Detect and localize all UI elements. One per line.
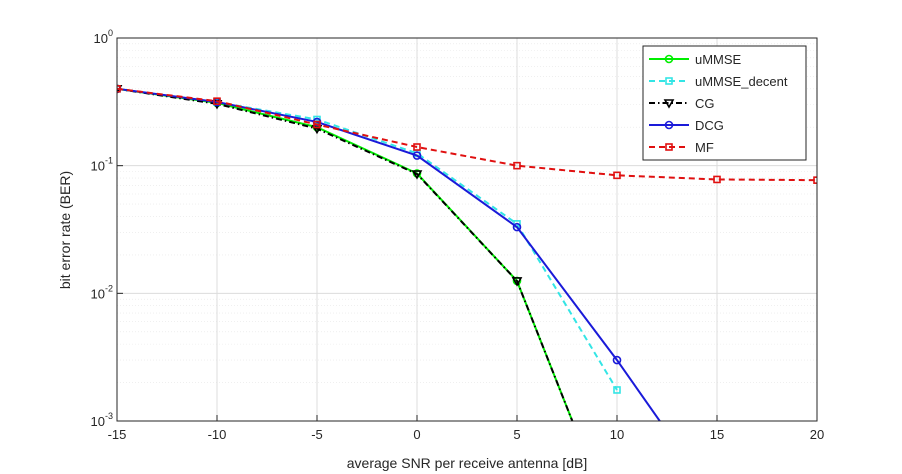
marker [665, 143, 673, 151]
marker [613, 171, 621, 180]
marker [511, 277, 523, 287]
series-layer [117, 84, 817, 421]
y-tick-exponent: -2 [105, 283, 113, 293]
y-tick-exponent: -1 [105, 156, 113, 166]
y-tick-label: 10-2 [91, 283, 113, 301]
x-tick-label: 10 [610, 427, 624, 442]
x-axis-label: average SNR per receive antenna [dB] [347, 455, 587, 471]
axes-box [116, 37, 818, 422]
marker [213, 97, 221, 105]
marker [117, 85, 121, 93]
marker [713, 175, 721, 184]
legend-box [642, 45, 807, 161]
marker [612, 355, 622, 365]
y-tick-base: 10 [91, 286, 105, 301]
legend-label: uMMSE_decent [695, 74, 788, 89]
marker [663, 99, 675, 109]
marker [512, 222, 522, 232]
x-tick-label: -10 [208, 427, 227, 442]
y-tick-exponent: 0 [108, 28, 113, 38]
x-tick-label: -15 [108, 427, 127, 442]
series-line [117, 87, 817, 182]
y-tick-label: 100 [94, 28, 113, 46]
legend: uMMSE uMMSE_decent CG DCG MF [642, 45, 807, 161]
marker [613, 386, 621, 394]
marker [513, 161, 521, 170]
legend-label: MF [695, 140, 714, 155]
y-axis-label: bit error rate (BER) [57, 171, 73, 289]
legend-label: DCG [695, 118, 724, 133]
marker [313, 120, 321, 129]
series-line [117, 87, 574, 421]
y-tick-base: 10 [91, 414, 105, 429]
x-tick-label: 0 [413, 427, 420, 442]
marker [665, 77, 673, 85]
y-tick-base: 10 [94, 31, 108, 46]
y-tick-exponent: -3 [105, 411, 113, 421]
legend-label: uMMSE [695, 52, 742, 67]
x-tick-label: 15 [710, 427, 724, 442]
marker [412, 151, 422, 160]
y-tick-base: 10 [91, 159, 105, 174]
legend-label: CG [695, 96, 715, 111]
x-tick-label: -5 [311, 427, 323, 442]
x-tick-label: 5 [513, 427, 520, 442]
marker [413, 143, 421, 151]
x-tick-label: 20 [810, 427, 824, 442]
marker [813, 176, 817, 184]
marker [664, 120, 674, 130]
y-tick-label: 10-3 [91, 411, 113, 429]
marker [664, 54, 674, 64]
y-tick-label: 10-1 [91, 156, 113, 174]
marker [411, 170, 423, 180]
